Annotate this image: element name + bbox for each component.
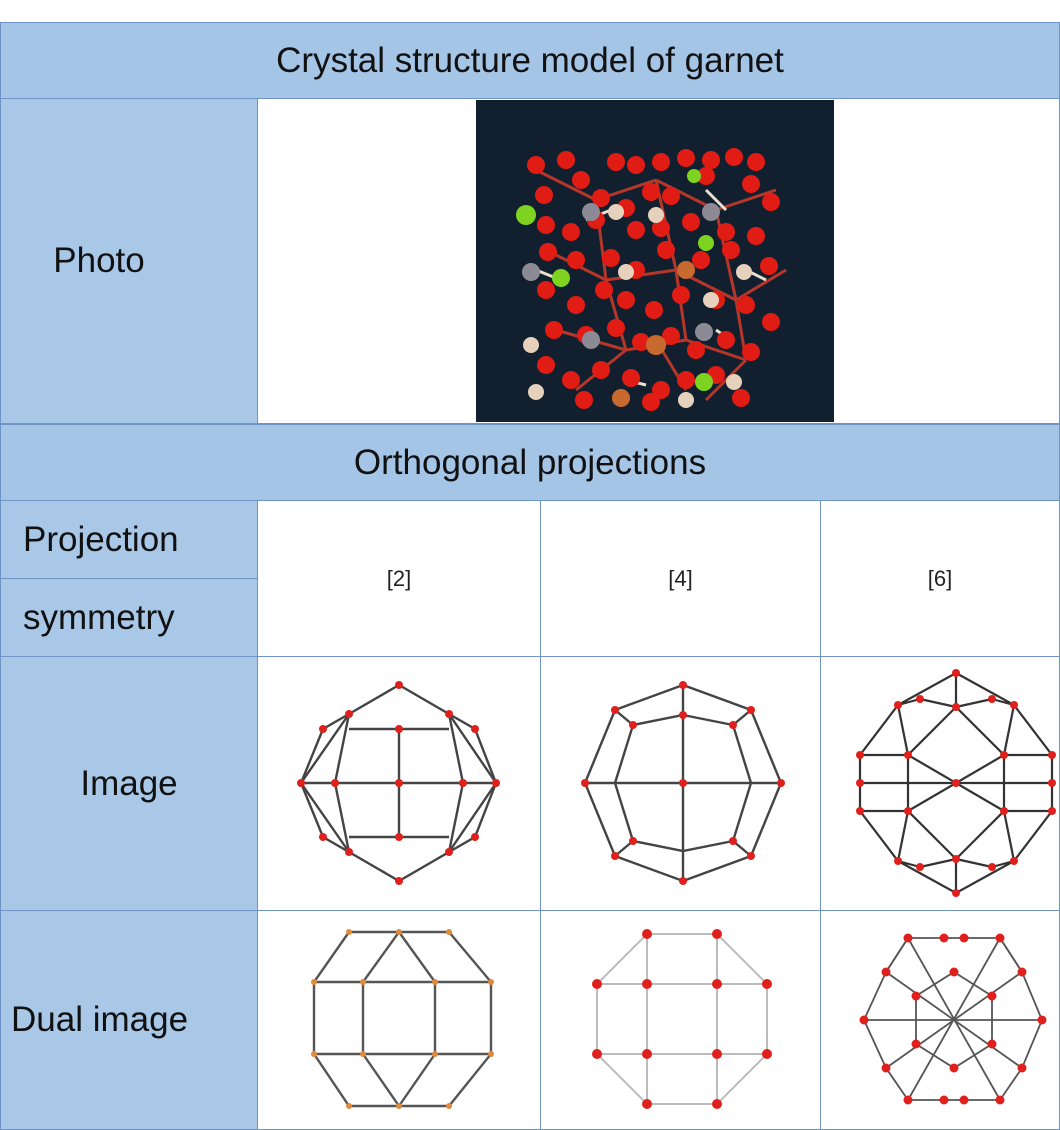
projection-6-image [856,668,1056,897]
dual-2-image [311,929,494,1109]
symmetry-cell-1: [2] [257,500,541,657]
dual-cell-3 [820,910,1060,1130]
symmetry-label-cell: symmetry [0,578,258,657]
image-cell-1 [257,656,541,911]
dual-cell-1 [257,910,541,1130]
dual-cell-2 [540,910,821,1130]
symmetry-cell-3: [6] [820,500,1060,657]
image-label: Image [80,763,178,803]
dual-label: Dual image [11,1000,189,1039]
table-title-cell: Crystal structure model of garnet [0,22,1060,99]
projection-4-image [580,680,785,885]
projection-label-cell: Projection [0,500,258,579]
dual-4-image [591,929,772,1109]
dual-label-cell: Dual image [0,910,258,1130]
dual-6-image [859,933,1047,1105]
photo-label: Photo [53,241,145,280]
image-cell-3 [820,656,1060,911]
projection-2-image [297,680,500,885]
projection-label: Projection [23,519,179,559]
symmetry-value: [2] [386,565,412,591]
symmetry-cell-2: [4] [540,500,821,657]
symmetry-label: symmetry [23,597,175,637]
symmetry-value: [4] [668,565,693,591]
image-cell-2 [540,656,821,911]
garnet-crystal-model-image [475,100,834,422]
photo-label-cell: Photo [0,98,258,424]
table-title: Crystal structure model of garnet [276,40,784,80]
section-header-cell: Orthogonal projections [0,424,1060,501]
photo-cell [257,98,1060,424]
section-title: Orthogonal projections [353,442,707,482]
image-label-cell: Image [0,656,258,911]
symmetry-value: [6] [927,565,953,591]
